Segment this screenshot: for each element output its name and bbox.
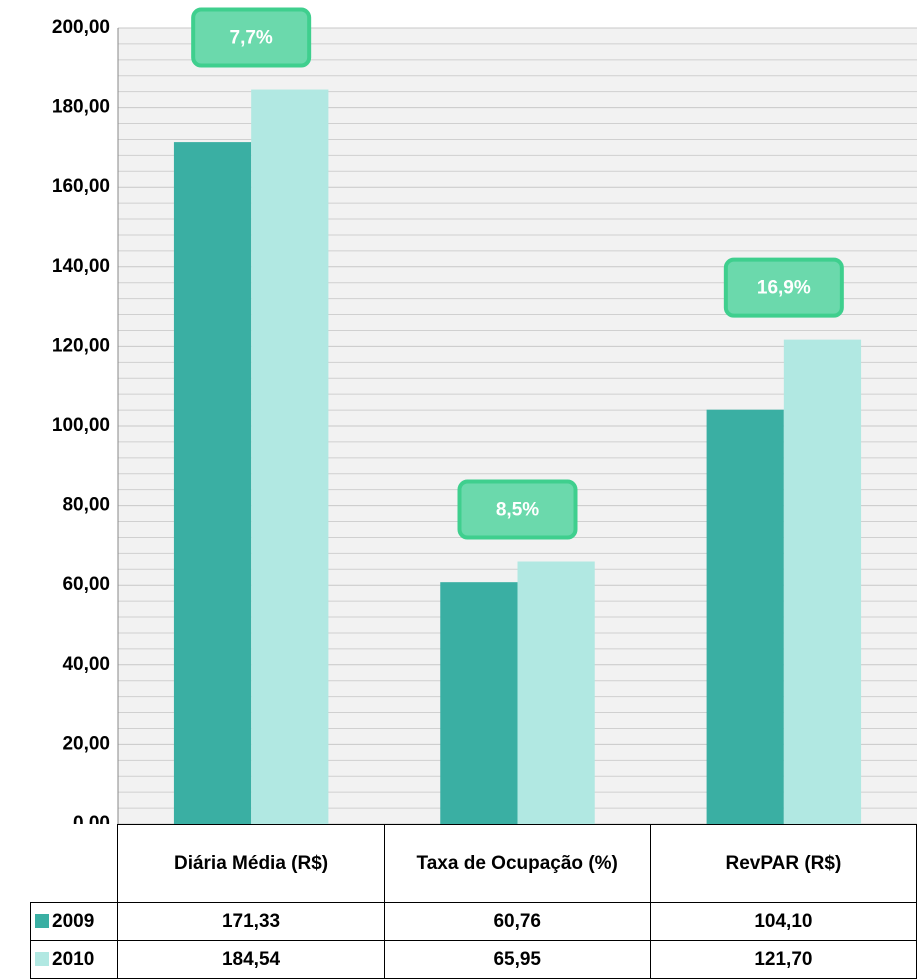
y-tick-label: 160,00: [52, 176, 110, 197]
y-tick-label: 60,00: [62, 574, 110, 595]
y-tick-label: 0,00: [73, 813, 110, 824]
y-tick-label: 140,00: [52, 256, 110, 277]
y-tick-label: 40,00: [62, 654, 110, 675]
annotation: 7,7%: [230, 28, 273, 49]
y-tick-label: 180,00: [52, 97, 110, 118]
bar: [440, 582, 518, 824]
annotation: 8,5%: [496, 500, 539, 521]
legend-label: 2010: [52, 948, 95, 970]
category-label: RevPAR (R$): [649, 824, 917, 903]
y-tick-label: 200,00: [52, 17, 110, 38]
table-row: 2010 184,54 65,95 121,70: [29, 940, 917, 979]
table-value: 60,76: [383, 902, 651, 941]
table-value: 65,95: [383, 940, 651, 979]
table-header-row: Diária Média (R$) Taxa de Ocupação (%) Rev…: [30, 824, 917, 903]
table-corner: [30, 824, 119, 903]
bar: [173, 142, 252, 824]
legend-label: 2009: [52, 910, 95, 932]
table-value: 104,10: [649, 902, 917, 941]
table-row: 2009 171,33 60,76 104,10: [29, 902, 917, 941]
table-value: 184,54: [117, 940, 385, 979]
annotation: 16,9%: [757, 278, 811, 299]
table-value: 121,70: [649, 940, 917, 979]
bar: [783, 339, 862, 824]
legend-swatch: [35, 951, 49, 966]
y-tick-label: 100,00: [52, 415, 110, 436]
y-tick-label: 20,00: [62, 733, 110, 754]
category-label: Diária Média (R$): [117, 824, 385, 903]
legend-cell: 2010: [29, 940, 119, 979]
annotation-box: [723, 257, 844, 318]
annotation-box: [457, 479, 578, 540]
bar: [517, 561, 595, 824]
annotation-box: [191, 7, 312, 68]
legend-swatch: [35, 913, 49, 928]
y-tick-label: 80,00: [62, 495, 110, 516]
bar: [706, 409, 784, 824]
chart: 0,00 20,00 40,00 60,00 80,00 100,00 120,00 140,…: [52, 7, 917, 824]
legend-cell: 2009: [29, 902, 119, 941]
y-tick-label: 120,00: [52, 335, 110, 356]
bar: [251, 89, 329, 824]
category-label: Taxa de Ocupação (%): [383, 824, 651, 903]
table-value: 171,33: [117, 902, 385, 941]
data-table: Diária Média (R$) Taxa de Ocupação (%) Rev…: [29, 824, 917, 979]
